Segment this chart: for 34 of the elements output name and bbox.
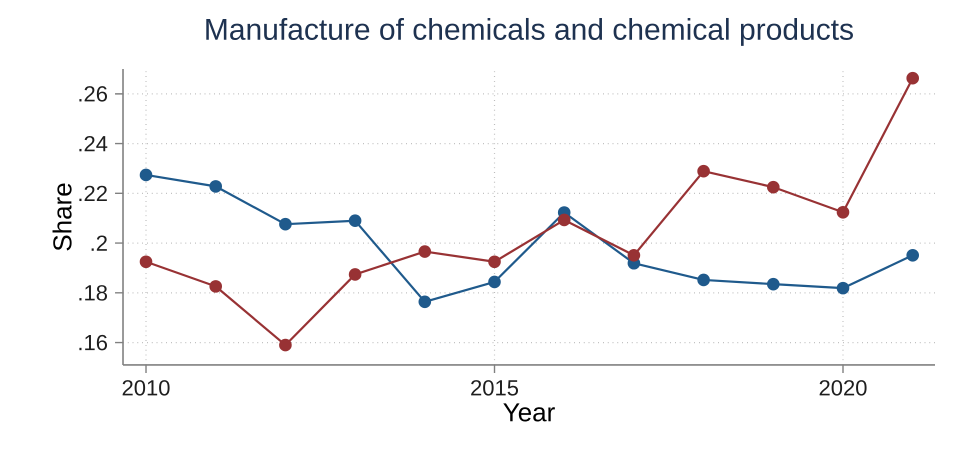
chart-title: Manufacture of chemicals and chemical products	[206, 18, 853, 46]
point	[697, 164, 710, 178]
y-axis-title: Share	[52, 183, 72, 250]
y-tick-label: .16	[79, 334, 107, 350]
y-tick-label: .26	[79, 86, 107, 102]
point	[348, 214, 362, 228]
point	[767, 278, 780, 290]
point	[279, 338, 292, 352]
point	[836, 206, 850, 219]
point	[418, 245, 432, 258]
point	[140, 168, 152, 182]
point	[558, 214, 571, 226]
y-tick-label: .2	[92, 235, 107, 251]
x-tick-label: 2010	[122, 380, 170, 396]
point	[418, 296, 432, 308]
point	[488, 276, 501, 288]
point	[767, 180, 780, 194]
point	[697, 274, 710, 286]
point	[348, 268, 362, 281]
point	[209, 280, 222, 293]
point	[279, 218, 292, 230]
point	[209, 180, 222, 193]
x-axis-title: Year	[503, 403, 555, 422]
point	[140, 255, 152, 268]
point	[906, 72, 920, 84]
point	[906, 248, 920, 262]
y-tick-label: .18	[79, 285, 107, 301]
y-tick-label: .24	[79, 136, 108, 152]
point	[488, 255, 501, 268]
x-tick-label: 2015	[471, 380, 518, 396]
point	[836, 282, 850, 294]
y-tick-label: .22	[79, 186, 107, 202]
point	[628, 248, 640, 262]
x-tick-label: 2020	[820, 380, 867, 396]
